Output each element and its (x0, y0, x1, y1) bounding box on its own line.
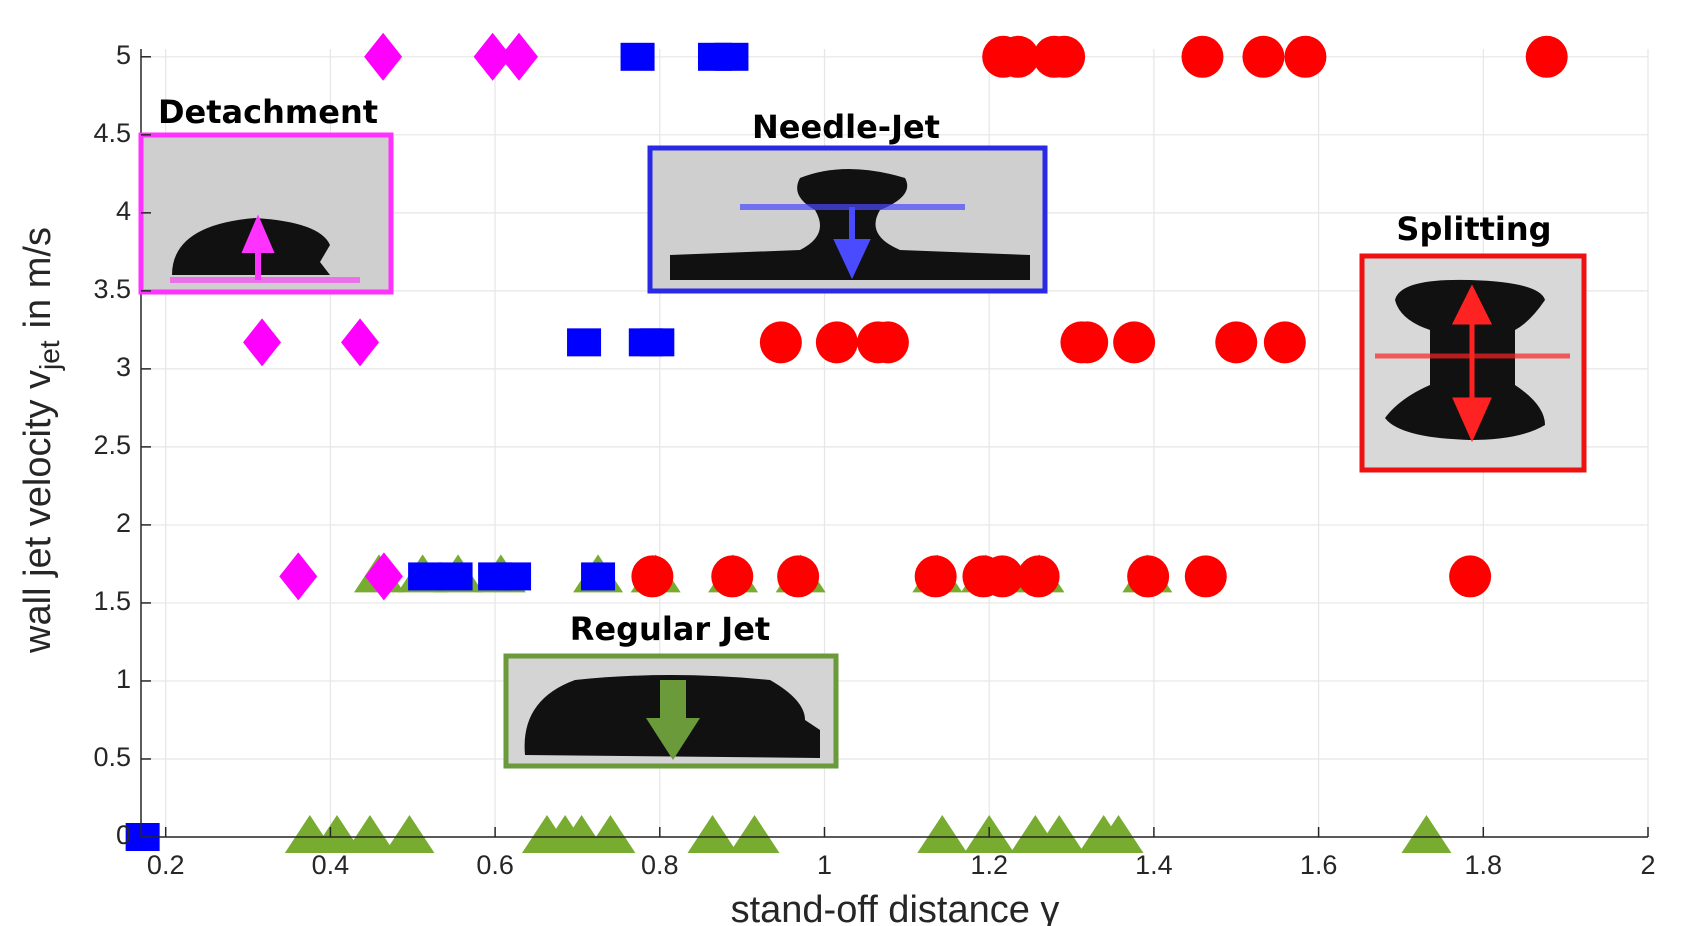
y-label-sub: jet (34, 340, 65, 371)
circle-marker (1127, 555, 1170, 598)
y-tick-label: 1.5 (93, 586, 131, 616)
circle-marker (1066, 321, 1109, 364)
diamond-marker (364, 32, 403, 81)
y-tick-label: 4.5 (93, 118, 131, 148)
circle-marker (1284, 35, 1327, 78)
circle-marker (866, 321, 909, 364)
triangle-marker (384, 815, 435, 853)
inset-blob (1385, 279, 1545, 440)
inset-label: Regular Jet (570, 610, 770, 648)
x-axis-label: stand-off distance γ (731, 889, 1060, 926)
diamond-marker (341, 318, 380, 367)
splitting-inset: Splitting (1359, 210, 1587, 473)
circle-marker (1113, 321, 1156, 364)
diamond-marker (473, 32, 512, 81)
x-tick-label: 0.2 (147, 850, 185, 880)
inset-label: Needle-Jet (752, 108, 940, 146)
circle-marker (1263, 321, 1306, 364)
y-tick-label: 0 (116, 820, 131, 850)
y-tick-label: 4 (116, 196, 131, 226)
inset-arrow (646, 680, 700, 760)
circle-marker (759, 321, 802, 364)
inset-label: Splitting (1396, 210, 1551, 248)
triangle-marker (585, 815, 636, 853)
diamond-marker (279, 552, 318, 601)
y-tick-label: 2 (116, 508, 131, 538)
triangle-marker (1034, 815, 1085, 853)
x-tick-label: 1.8 (1465, 850, 1503, 880)
circle-marker (1017, 555, 1060, 598)
square-marker (567, 328, 602, 357)
inset-arrow (833, 207, 871, 280)
inset-label: Detachment (158, 93, 378, 131)
y-tick-label: 3.5 (93, 274, 131, 304)
diamond-marker (243, 318, 282, 367)
triangle-marker (687, 815, 738, 853)
triangle-marker (1093, 815, 1144, 853)
triangle-marker (729, 815, 780, 853)
regular-jet-inset: Regular Jet (503, 610, 839, 769)
circle-marker (815, 321, 858, 364)
square-marker (497, 562, 532, 591)
y-tick-label: 2.5 (93, 430, 131, 460)
circle-marker (1525, 35, 1568, 78)
circle-marker (777, 555, 820, 598)
diamond-marker (364, 552, 403, 601)
detachment-inset: Detachment (138, 93, 394, 295)
circle-marker (981, 555, 1024, 598)
circle-marker (1043, 35, 1086, 78)
x-tick-label: 0.8 (641, 850, 679, 880)
square-marker (620, 42, 655, 71)
x-tick-label: 1.6 (1300, 850, 1338, 880)
square-marker (438, 562, 473, 591)
square-marker (714, 42, 749, 71)
y-label-main: wall jet velocity v (17, 370, 59, 654)
triangle-marker (917, 815, 968, 853)
circle-marker (1242, 35, 1285, 78)
diamond-marker (499, 32, 538, 81)
circle-marker (997, 35, 1040, 78)
y-label-unit: in m/s (17, 227, 59, 328)
circle-marker (631, 555, 674, 598)
circle-marker (1215, 321, 1258, 364)
y-tick-label: 5 (116, 40, 131, 70)
y-axis-label: wall jet velocity vjet in m/s (17, 227, 65, 654)
circle-marker (1449, 555, 1492, 598)
inset-arrow (241, 214, 275, 280)
inset-arrow (1451, 284, 1493, 443)
x-tick-label: 1.4 (1135, 850, 1173, 880)
triangle-marker (344, 815, 395, 853)
triangle-marker (311, 815, 362, 853)
circle-marker (914, 555, 957, 598)
y-tick-label: 3 (116, 352, 131, 382)
circle-marker (1181, 35, 1224, 78)
y-tick-label: 0.5 (93, 742, 131, 772)
needle-jet-inset: Needle-Jet (647, 108, 1048, 294)
x-tick-label: 2 (1640, 850, 1655, 880)
x-tick-label: 0.6 (476, 850, 514, 880)
circle-marker (711, 555, 754, 598)
square-marker (408, 562, 443, 591)
triangle-marker (1401, 815, 1452, 853)
x-tick-label: 1.2 (970, 850, 1008, 880)
circle-marker (1184, 555, 1227, 598)
square-marker (581, 562, 616, 591)
x-tick-label: 1 (817, 850, 832, 880)
square-marker (640, 328, 675, 357)
y-tick-label: 1 (116, 664, 131, 694)
x-tick-label: 0.4 (312, 850, 350, 880)
